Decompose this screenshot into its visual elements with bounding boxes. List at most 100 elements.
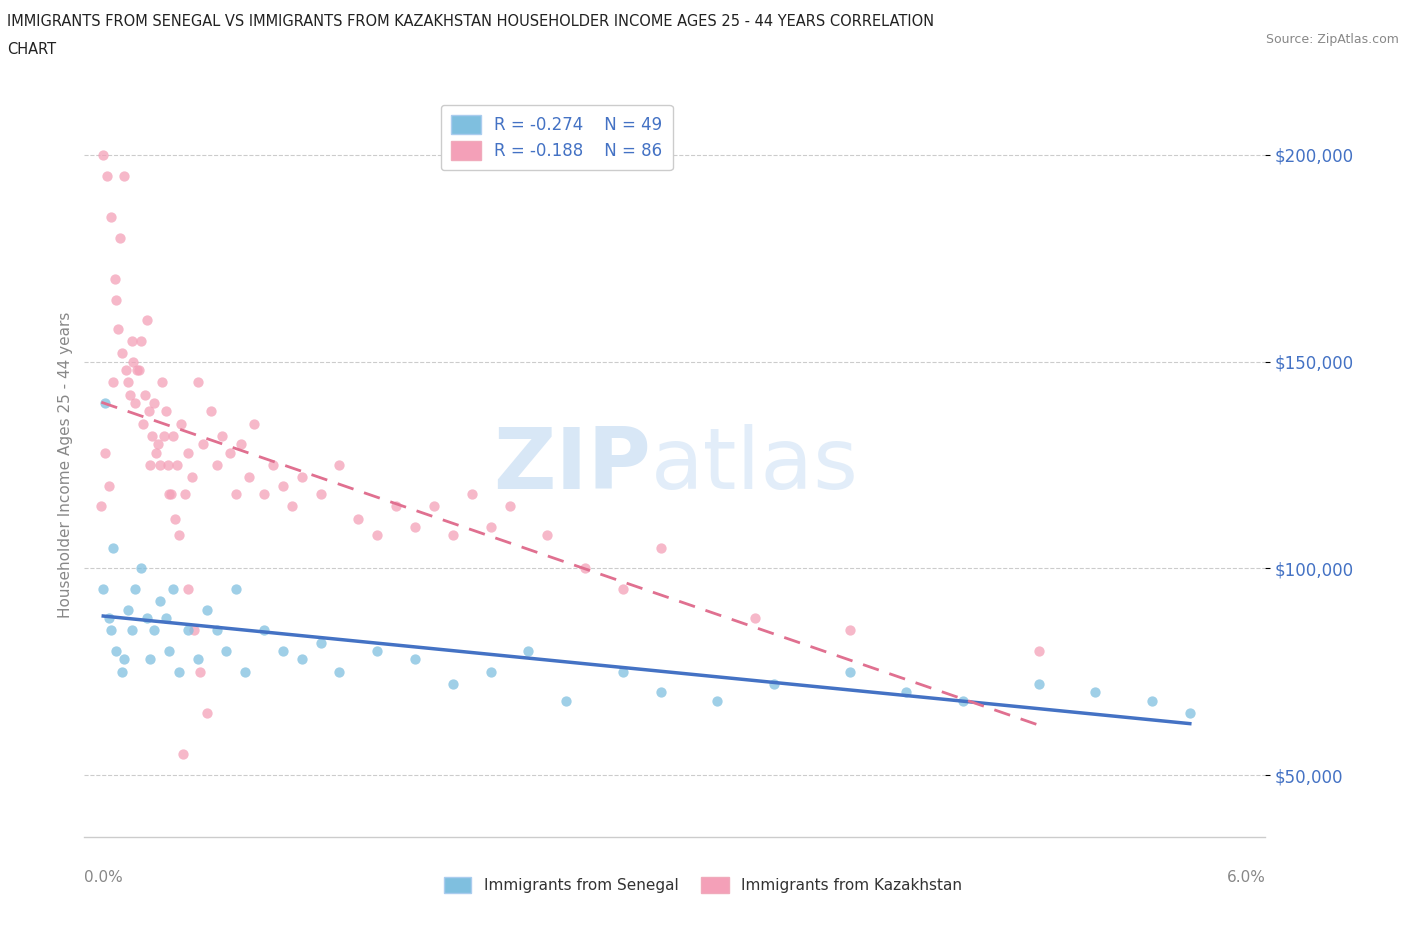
Point xyxy=(128,363,150,378)
Point xyxy=(188,664,211,679)
Point xyxy=(744,610,766,625)
Point xyxy=(1084,684,1107,699)
Point xyxy=(253,486,276,501)
Point xyxy=(253,623,276,638)
Point xyxy=(555,693,578,708)
Point xyxy=(225,486,247,501)
Point xyxy=(107,321,129,336)
Point xyxy=(243,417,266,432)
Legend: R = -0.274    N = 49, R = -0.188    N = 86: R = -0.274 N = 49, R = -0.188 N = 86 xyxy=(441,105,672,170)
Text: 0.0%: 0.0% xyxy=(84,870,124,885)
Text: atlas: atlas xyxy=(651,423,859,507)
Point xyxy=(181,470,204,485)
Point xyxy=(574,561,596,576)
Point xyxy=(291,652,314,667)
Point xyxy=(1140,693,1163,708)
Point xyxy=(281,498,304,513)
Point xyxy=(650,540,672,555)
Point xyxy=(152,429,174,444)
Point xyxy=(896,684,918,699)
Point xyxy=(94,445,117,460)
Point xyxy=(134,387,156,402)
Point xyxy=(117,375,139,390)
Point xyxy=(138,404,160,418)
Point xyxy=(90,498,112,513)
Point xyxy=(195,706,218,721)
Point xyxy=(167,528,190,543)
Point xyxy=(149,458,172,472)
Point xyxy=(162,429,184,444)
Point xyxy=(96,168,118,183)
Point xyxy=(187,375,209,390)
Point xyxy=(183,623,205,638)
Point xyxy=(156,458,179,472)
Point xyxy=(218,445,240,460)
Point xyxy=(225,581,247,596)
Point xyxy=(193,437,215,452)
Point xyxy=(385,498,408,513)
Point xyxy=(146,437,169,452)
Point xyxy=(155,610,177,625)
Point xyxy=(145,445,167,460)
Point xyxy=(135,610,157,625)
Point xyxy=(118,387,141,402)
Point xyxy=(271,644,294,658)
Point xyxy=(124,581,146,596)
Point xyxy=(139,652,162,667)
Point xyxy=(309,635,332,650)
Point xyxy=(122,354,145,369)
Point xyxy=(479,520,502,535)
Point xyxy=(115,363,138,378)
Point xyxy=(162,581,184,596)
Point xyxy=(423,498,446,513)
Point xyxy=(129,334,152,349)
Point xyxy=(141,429,163,444)
Point xyxy=(100,623,122,638)
Point xyxy=(101,540,124,555)
Point xyxy=(952,693,974,708)
Point xyxy=(838,664,860,679)
Point xyxy=(143,395,166,410)
Point xyxy=(160,486,183,501)
Point xyxy=(479,664,502,679)
Point xyxy=(149,594,172,609)
Y-axis label: Householder Income Ages 25 - 44 years: Householder Income Ages 25 - 44 years xyxy=(58,312,73,618)
Point xyxy=(117,603,139,618)
Text: IMMIGRANTS FROM SENEGAL VS IMMIGRANTS FROM KAZAKHSTAN HOUSEHOLDER INCOME AGES 25: IMMIGRANTS FROM SENEGAL VS IMMIGRANTS FR… xyxy=(7,14,934,29)
Point xyxy=(105,292,128,307)
Point xyxy=(97,610,120,625)
Point xyxy=(143,623,166,638)
Point xyxy=(441,528,464,543)
Point xyxy=(132,417,155,432)
Point xyxy=(404,652,426,667)
Point xyxy=(172,747,194,762)
Point xyxy=(112,168,135,183)
Point xyxy=(763,677,786,692)
Point xyxy=(195,603,218,618)
Point xyxy=(139,458,162,472)
Point xyxy=(706,693,728,708)
Point xyxy=(100,209,122,224)
Point xyxy=(165,512,187,526)
Point xyxy=(177,623,200,638)
Point xyxy=(94,395,117,410)
Point xyxy=(177,445,200,460)
Point xyxy=(127,363,149,378)
Point xyxy=(105,644,128,658)
Point xyxy=(187,652,209,667)
Point xyxy=(173,486,195,501)
Point xyxy=(347,512,370,526)
Point xyxy=(150,375,173,390)
Point xyxy=(124,395,146,410)
Point xyxy=(1028,677,1050,692)
Point xyxy=(205,458,228,472)
Point xyxy=(461,486,484,501)
Point xyxy=(498,498,520,513)
Point xyxy=(104,272,127,286)
Text: 6.0%: 6.0% xyxy=(1226,870,1265,885)
Point xyxy=(231,437,253,452)
Point xyxy=(166,458,188,472)
Point xyxy=(167,664,190,679)
Point xyxy=(328,664,350,679)
Point xyxy=(233,664,256,679)
